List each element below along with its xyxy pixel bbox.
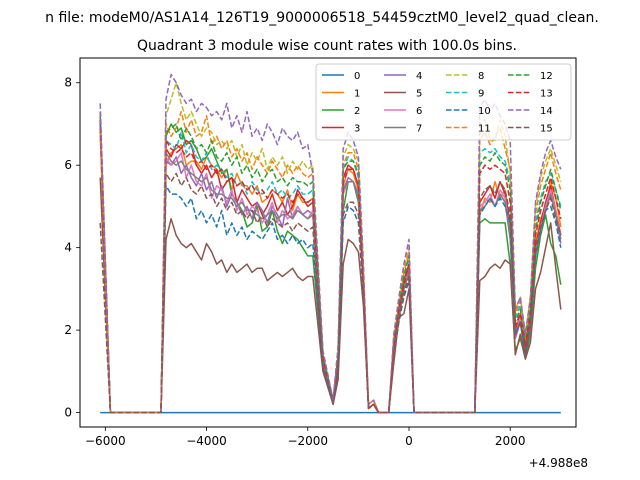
- legend-label-5: 5: [416, 89, 422, 100]
- legend-label-8: 8: [478, 71, 484, 82]
- legend-frame: [315, 63, 572, 141]
- legend-label-11: 11: [478, 124, 491, 135]
- plot-frame: [79, 57, 577, 428]
- x-tick-label: −6000: [85, 434, 126, 448]
- series-line-2: [99, 115, 562, 414]
- legend-label-14: 14: [540, 106, 553, 117]
- series-line-6: [99, 128, 562, 414]
- series-layer: [99, 73, 562, 414]
- legend-label-9: 9: [478, 89, 484, 100]
- series-line-9: [99, 128, 562, 414]
- y-tick-label: 0: [64, 406, 72, 420]
- series-line-3: [99, 123, 562, 414]
- series-line-7: [99, 128, 562, 414]
- legend-label-13: 13: [540, 89, 553, 100]
- x-tick-label: 2000: [495, 434, 526, 448]
- x-tick-label: −2000: [287, 434, 328, 448]
- series-line-1: [99, 132, 562, 414]
- legend-label-0: 0: [354, 71, 360, 82]
- legend-label-10: 10: [478, 106, 491, 117]
- legend-label-7: 7: [416, 124, 422, 135]
- series-line-15: [99, 172, 562, 414]
- y-tick-label: 2: [64, 323, 72, 337]
- series-line-10: [99, 123, 562, 414]
- legend-label-6: 6: [416, 106, 422, 117]
- tick-layer: −6000 −4000 −2000 0 2000 0 2 4 6 8: [64, 76, 525, 448]
- x-offset-label: +4.988e8: [529, 456, 588, 470]
- figure-suptitle: n file: modeM0/AS1A14_126T19_9000006518_…: [45, 10, 599, 26]
- x-tick-label: −4000: [186, 434, 227, 448]
- y-tick-label: 6: [64, 158, 72, 172]
- legend-label-2: 2: [354, 106, 360, 117]
- chart-title: Quadrant 3 module wise count rates with …: [137, 38, 517, 54]
- series-line-5: [99, 177, 562, 414]
- legend-label-1: 1: [354, 89, 360, 100]
- legend-label-15: 15: [540, 124, 553, 135]
- legend-label-3: 3: [354, 124, 360, 135]
- legend-label-4: 4: [416, 71, 422, 82]
- y-tick-label: 8: [64, 76, 72, 90]
- y-tick-label: 4: [64, 241, 72, 255]
- x-tick-label: 0: [405, 434, 413, 448]
- legend-label-12: 12: [540, 71, 553, 82]
